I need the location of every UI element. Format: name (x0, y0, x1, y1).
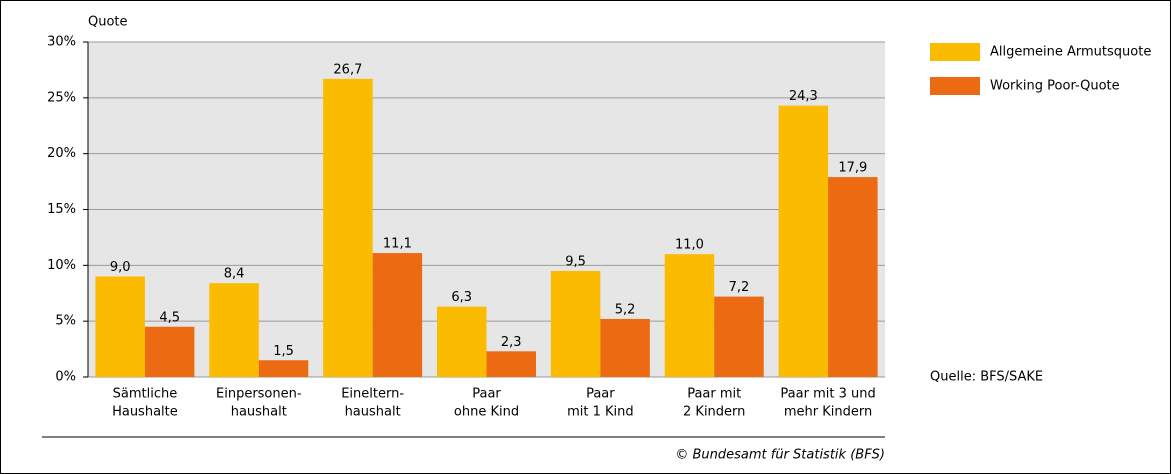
y-tick-label: 25% (47, 90, 76, 105)
x-tick-label: mehr Kindern (784, 405, 872, 420)
bar (600, 318, 650, 377)
x-tick-label: Haushalte (112, 405, 178, 420)
bar (95, 276, 145, 377)
y-tick-label: 5% (55, 314, 76, 329)
y-tick-label: 30% (47, 35, 76, 50)
bar (437, 306, 487, 377)
x-tick-label: Eineltern- (341, 387, 404, 402)
x-tick-label: Sämtliche (113, 387, 178, 402)
x-tick-label: ohne Kind (454, 405, 519, 420)
x-tick-label: Paar mit (687, 387, 741, 402)
bar (372, 253, 423, 377)
y-axis-title: Quote (88, 15, 128, 30)
value-label: 5,2 (615, 302, 636, 317)
value-label: 11,1 (383, 237, 412, 252)
x-tick-label: Paar (586, 387, 615, 402)
value-label: 6,3 (451, 290, 472, 305)
x-tick-label: Einpersonen- (216, 387, 302, 402)
bar (664, 254, 715, 377)
source: Quelle: BFS/SAKE (930, 370, 1043, 385)
value-label: 4,5 (159, 310, 180, 325)
value-label: 1,5 (273, 344, 294, 359)
x-tick-label: Paar (472, 387, 501, 402)
bar (778, 105, 829, 378)
x-tick-label: mit 1 Kind (567, 405, 634, 420)
legend-swatch (930, 77, 980, 95)
bar (486, 351, 536, 377)
value-label: 17,9 (838, 161, 867, 176)
bar (144, 326, 195, 377)
legend-label: Allgemeine Armutsquote (990, 45, 1151, 60)
y-tick-label: 15% (47, 202, 76, 217)
value-label: 8,4 (224, 267, 245, 282)
bar (550, 270, 601, 377)
value-label: 11,0 (675, 238, 704, 253)
bar (209, 283, 259, 377)
bar (714, 296, 764, 377)
y-tick-label: 0% (55, 370, 76, 385)
value-label: 9,5 (565, 254, 586, 269)
credit: © Bundesamt für Statistik (BFS) (675, 448, 885, 463)
legend-swatch (930, 43, 980, 61)
value-label: 7,2 (729, 280, 750, 295)
x-tick-label: Paar mit 3 und (780, 387, 875, 402)
bar (323, 78, 373, 377)
y-tick-label: 20% (47, 146, 76, 161)
value-label: 24,3 (789, 89, 818, 104)
value-label: 2,3 (501, 335, 522, 350)
x-tick-label: 2 Kindern (683, 405, 745, 420)
bar (828, 177, 878, 377)
legend-label: Working Poor-Quote (990, 79, 1120, 94)
value-label: 26,7 (333, 62, 362, 77)
x-tick-label: haushalt (345, 405, 401, 420)
x-tick-label: haushalt (231, 405, 287, 420)
bar (258, 360, 309, 377)
value-label: 9,0 (110, 260, 131, 275)
y-tick-label: 10% (47, 258, 76, 273)
